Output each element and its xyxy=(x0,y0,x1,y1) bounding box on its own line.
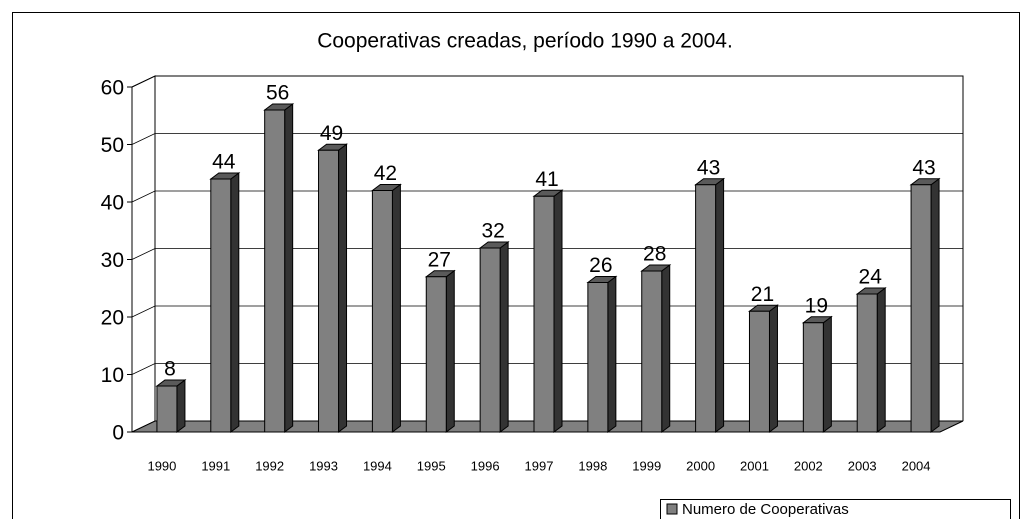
bar xyxy=(532,189,564,433)
bar xyxy=(586,275,618,433)
grid-line xyxy=(131,305,963,318)
x-tick-label: 2000 xyxy=(686,458,715,473)
grid-line xyxy=(131,248,963,260)
bar-side xyxy=(176,379,186,433)
y-tick-label: 10 xyxy=(101,364,124,387)
x-tick-label: 1999 xyxy=(632,458,661,473)
bar-side xyxy=(284,103,294,433)
bar xyxy=(747,304,779,433)
grid-line xyxy=(131,75,963,88)
x-tick-label: 1993 xyxy=(309,458,338,473)
x-tick-label: 2001 xyxy=(740,458,769,473)
data-label: 44 xyxy=(212,151,236,174)
bar xyxy=(424,269,456,433)
grid-line xyxy=(131,190,963,203)
x-tick-label: 1992 xyxy=(255,458,284,473)
bar-front xyxy=(264,109,286,433)
data-label: 49 xyxy=(320,122,343,145)
bar-side xyxy=(338,143,348,433)
chart-title: Cooperativas creadas, período 1990 a 200… xyxy=(317,30,733,53)
bar xyxy=(640,264,672,433)
y-tick-label: 20 xyxy=(101,307,124,330)
bar-side xyxy=(391,183,401,433)
data-label: 28 xyxy=(643,243,666,266)
y-tick-label: 60 xyxy=(101,77,124,100)
bar-front xyxy=(910,184,932,433)
bar-front xyxy=(695,184,717,433)
bar xyxy=(801,315,833,433)
x-tick-label: 2004 xyxy=(902,458,931,473)
bar-side xyxy=(661,264,671,433)
y-tick-label: 40 xyxy=(101,192,124,215)
data-label: 43 xyxy=(912,156,935,179)
x-tick-label: 1997 xyxy=(525,458,554,473)
x-tick-label: 1995 xyxy=(417,458,446,473)
data-label: 41 xyxy=(535,168,558,191)
data-label: 26 xyxy=(589,254,612,277)
bar xyxy=(370,183,402,433)
bar-side xyxy=(876,287,886,433)
data-label: 8 xyxy=(164,358,176,381)
legend-swatch xyxy=(666,503,678,515)
bar-front xyxy=(210,178,232,433)
bar-front xyxy=(318,149,340,433)
bar-side xyxy=(445,269,455,433)
data-label: 42 xyxy=(374,162,397,185)
bar-front xyxy=(587,282,609,433)
bar xyxy=(478,241,510,433)
chart-border xyxy=(12,12,1020,519)
bar xyxy=(263,103,295,433)
y-tick-label: 0 xyxy=(112,422,124,445)
bar-side xyxy=(930,177,940,433)
data-label: 32 xyxy=(481,220,504,243)
bar xyxy=(909,177,941,433)
bar-side xyxy=(607,275,617,433)
x-tick-label: 1990 xyxy=(147,458,176,473)
y-tick-label: 30 xyxy=(101,249,124,272)
bar-side xyxy=(230,172,240,433)
bar-side xyxy=(715,177,725,433)
data-label: 27 xyxy=(428,248,451,271)
data-label: 19 xyxy=(805,294,828,317)
bar xyxy=(209,172,241,433)
bar-front xyxy=(533,195,555,433)
bar-side xyxy=(822,315,832,433)
grid-line xyxy=(131,363,963,375)
bar-front xyxy=(641,270,663,433)
bar-front xyxy=(802,322,824,433)
bar-side xyxy=(768,304,778,433)
bar-side xyxy=(553,189,563,433)
x-tick-label: 2002 xyxy=(794,458,823,473)
data-label: 43 xyxy=(697,156,720,179)
bar-front xyxy=(371,190,393,433)
bar-front xyxy=(156,385,178,433)
bar xyxy=(317,143,349,433)
bar-front xyxy=(479,247,501,433)
bar xyxy=(855,287,887,433)
x-tick-label: 1998 xyxy=(578,458,607,473)
grid-line xyxy=(131,133,963,145)
data-label: 21 xyxy=(751,283,774,306)
data-label: 24 xyxy=(859,266,883,289)
bar-side xyxy=(499,241,509,433)
data-label: 56 xyxy=(266,82,289,105)
bar xyxy=(694,177,726,433)
x-tick-label: 1991 xyxy=(201,458,230,473)
x-tick-label: 1994 xyxy=(363,458,392,473)
y-tick-label: 50 xyxy=(101,134,124,157)
bar-front xyxy=(748,310,770,433)
bar-front xyxy=(425,276,447,433)
x-tick-label: 2003 xyxy=(848,458,877,473)
legend-box xyxy=(660,499,1011,519)
bar-front xyxy=(856,293,878,433)
legend-label: Numero de Cooperativas xyxy=(682,501,849,518)
bar xyxy=(155,379,187,433)
x-tick-label: 1996 xyxy=(471,458,500,473)
